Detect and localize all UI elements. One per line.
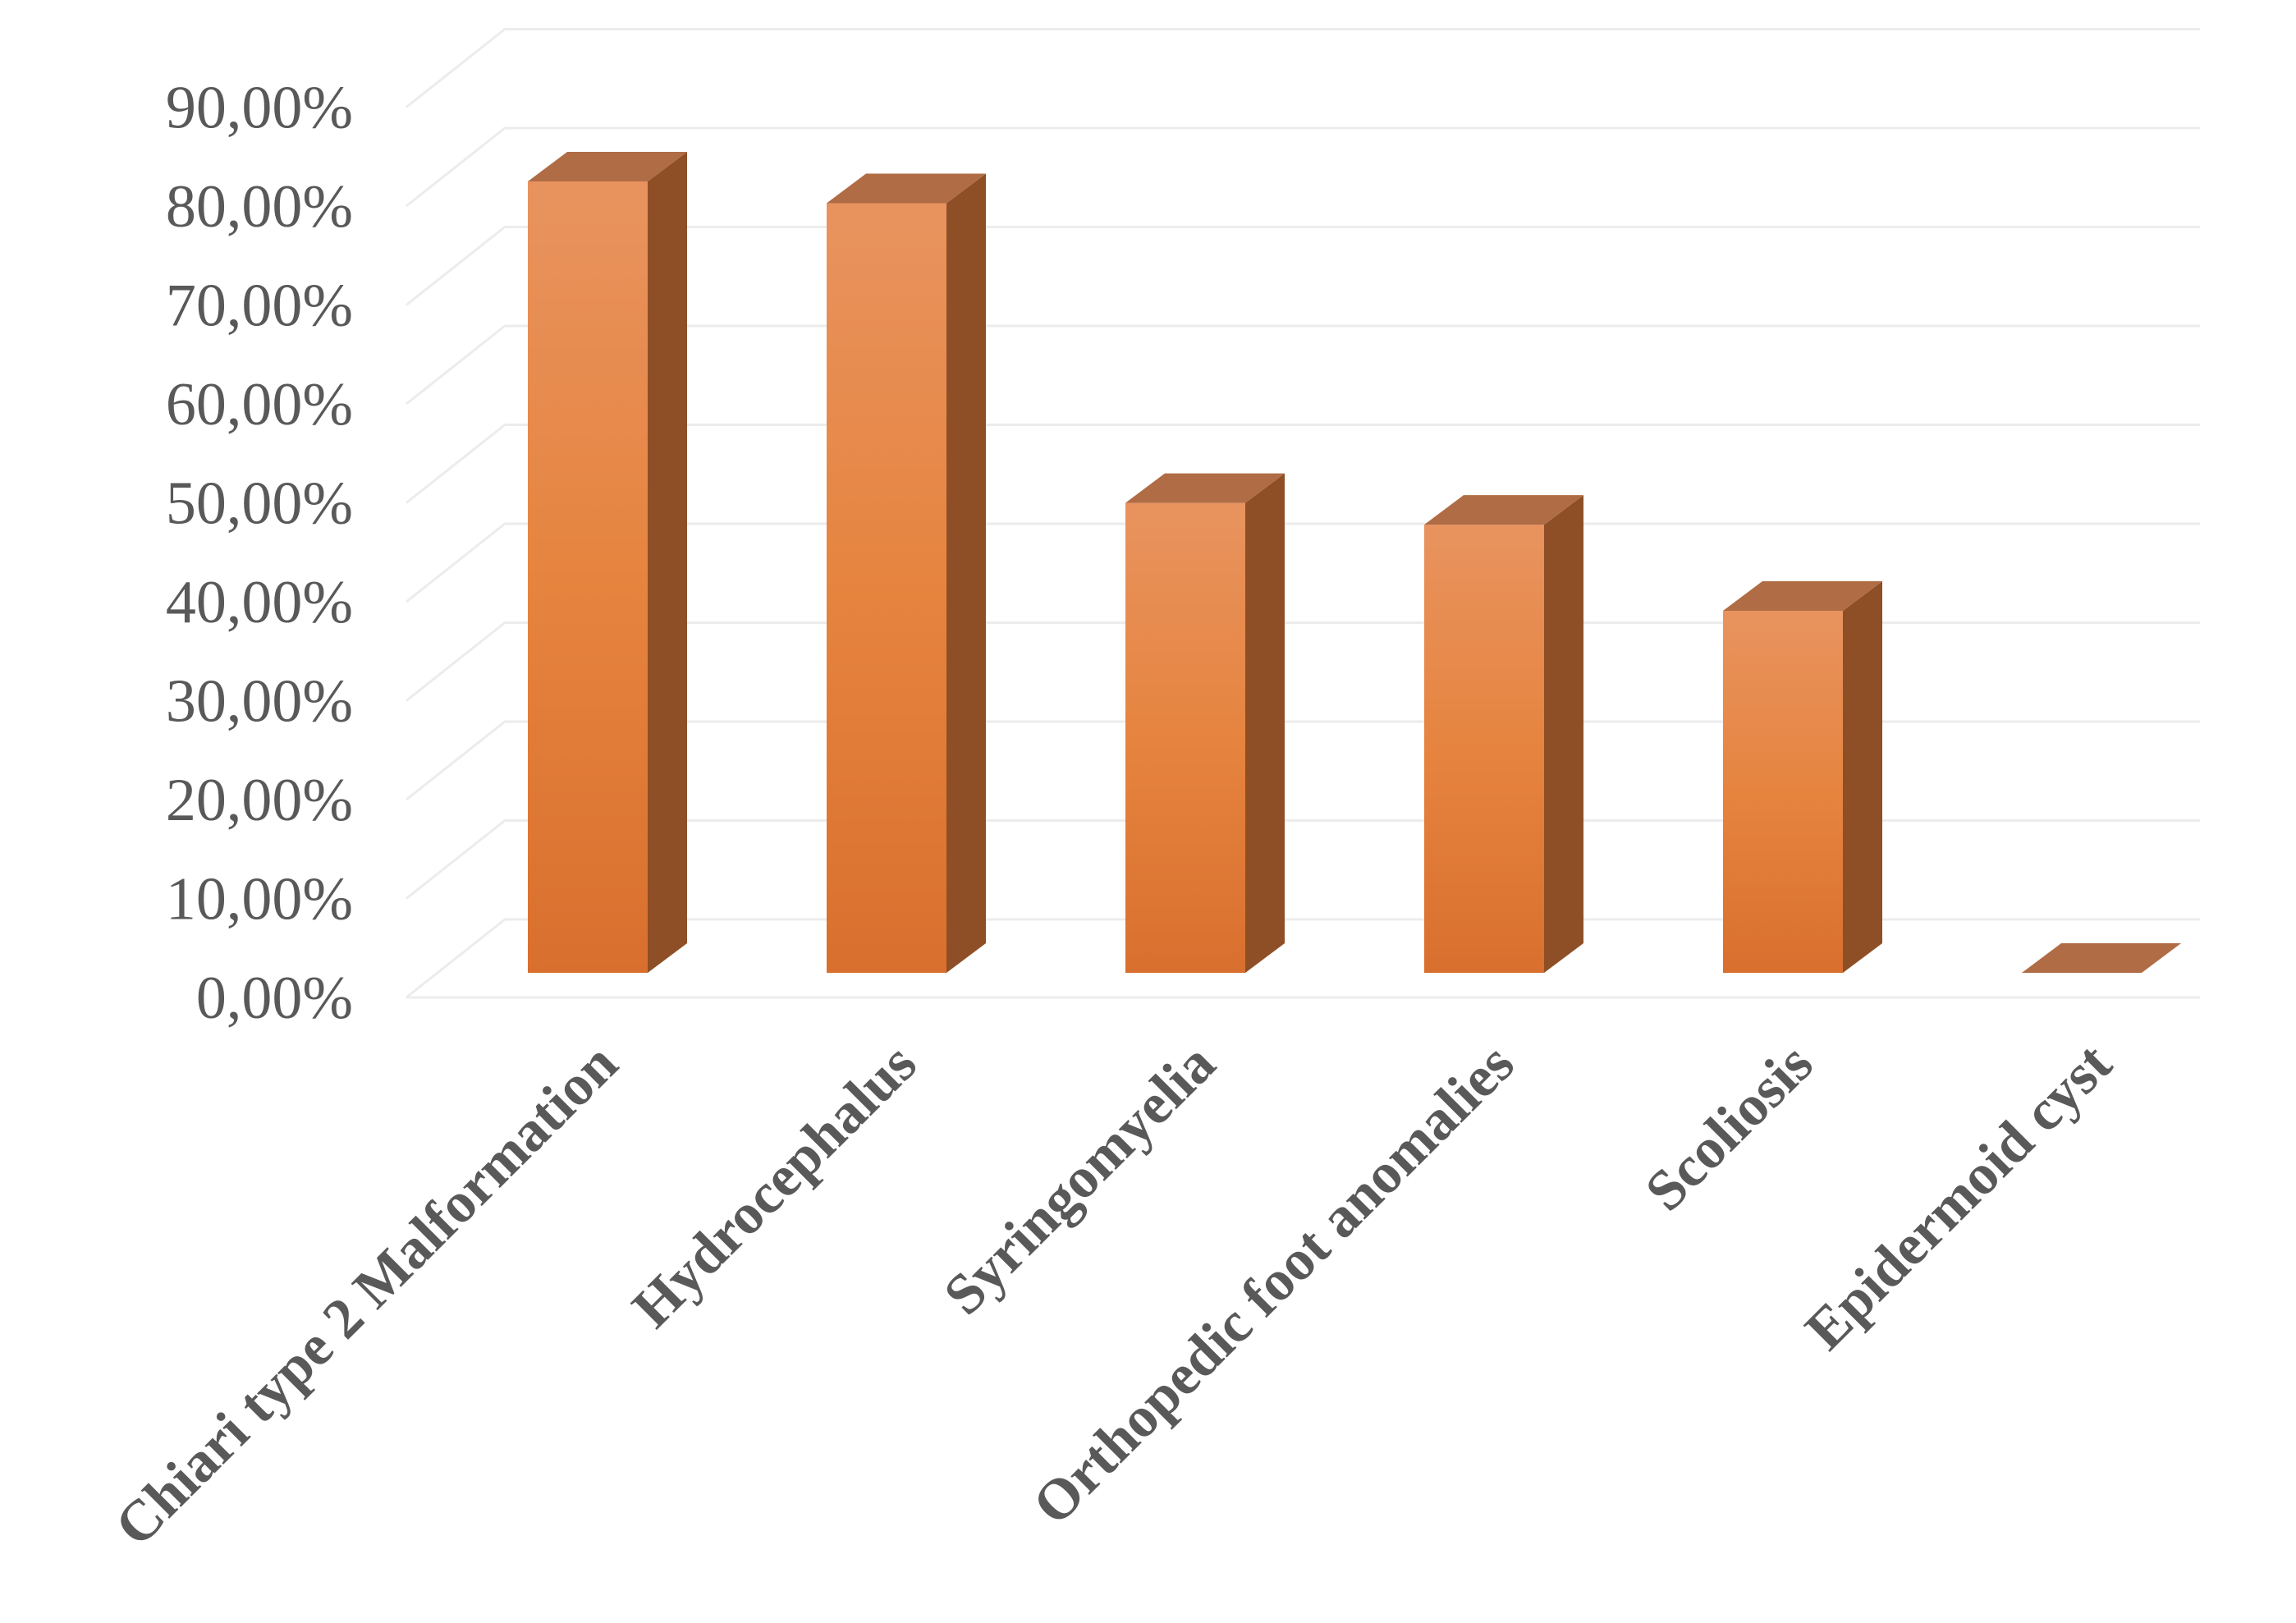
bar [1424, 495, 1583, 973]
gridline [406, 424, 2200, 504]
bar-side [1245, 473, 1285, 973]
bar-front [1125, 502, 1245, 973]
bar-top [1125, 473, 1285, 503]
bar-side [1544, 495, 1583, 973]
y-tick-label: 50,00% [166, 470, 353, 538]
x-category-label: Chiari type 2 Malformation [103, 1032, 630, 1558]
bar-side [1843, 580, 1882, 973]
bar-top [2022, 943, 2181, 973]
bar-front [1723, 610, 1843, 973]
bar-side [946, 173, 986, 973]
bar [1723, 580, 1882, 973]
gridlines [406, 28, 2200, 999]
y-tick-label: 80,00% [166, 173, 353, 241]
y-tick-label: 0,00% [196, 965, 353, 1032]
bar-top [827, 173, 986, 204]
gridline [406, 226, 2200, 306]
y-tick-label: 30,00% [166, 668, 353, 736]
gridline [406, 324, 2200, 406]
y-tick-label: 40,00% [166, 569, 353, 636]
bar-front [528, 181, 648, 973]
x-category-label: Epidermoid cyst [1794, 1032, 2124, 1362]
bar [528, 152, 687, 973]
bar-top [528, 152, 687, 181]
y-tick-label: 60,00% [166, 371, 353, 438]
bar [827, 173, 986, 973]
y-tick-label: 10,00% [166, 866, 353, 933]
gridline [406, 621, 2200, 702]
bar-front [827, 203, 946, 973]
x-category-label: Hydrocephalus [621, 1032, 928, 1340]
bar [1125, 473, 1285, 973]
gridline [406, 819, 2200, 900]
gridline [406, 522, 2200, 603]
bars [528, 152, 2181, 973]
bar-side [648, 152, 687, 973]
gridline [406, 28, 2200, 108]
x-category-label: Scoliosis [1634, 1032, 1825, 1223]
bar [2022, 943, 2181, 973]
y-tick-label: 70,00% [166, 273, 353, 340]
y-tick-label: 20,00% [166, 767, 353, 834]
y-axis-tick-labels: 0,00% 10,00% 20,00% 30,00% 40,00% 50,00% 60,00… [166, 75, 353, 1033]
bar-front [1424, 525, 1544, 973]
bar-top [1424, 495, 1583, 525]
gridline [406, 918, 2200, 999]
y-tick-label: 90,00% [166, 75, 353, 142]
x-category-label: Syringomyelia [933, 1032, 1228, 1327]
gridline [406, 720, 2200, 801]
x-category-label: Orthopedic foot anomalies [1021, 1032, 1526, 1537]
gridline [406, 126, 2200, 208]
bar-top [1723, 580, 1882, 611]
